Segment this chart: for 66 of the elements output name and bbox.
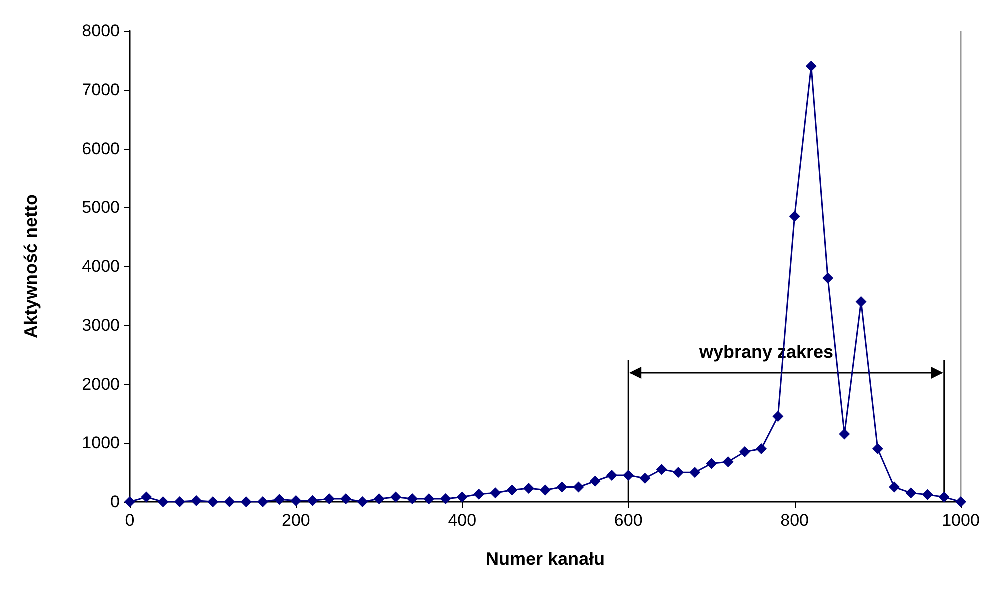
x-tick-label: 1000 — [942, 511, 980, 530]
y-tick-label: 7000 — [82, 80, 120, 100]
point — [906, 488, 917, 499]
point — [789, 210, 800, 222]
point — [706, 458, 718, 470]
point — [506, 484, 518, 496]
y-tick-label: 3000 — [82, 316, 120, 335]
point — [872, 444, 884, 455]
point — [374, 494, 385, 505]
point — [307, 495, 318, 506]
point — [540, 484, 551, 496]
point — [440, 494, 452, 505]
point — [324, 494, 335, 505]
point — [590, 476, 601, 487]
point — [722, 456, 734, 468]
point — [623, 470, 634, 482]
x-axis-title: Numer kanału — [486, 549, 606, 569]
point — [523, 482, 534, 494]
point — [772, 411, 784, 422]
x-tick-label: 200 — [282, 511, 310, 530]
point — [806, 60, 817, 72]
y-tick-label: 1000 — [82, 434, 120, 453]
point — [839, 428, 850, 440]
point — [938, 492, 950, 503]
point — [174, 496, 186, 508]
point — [290, 495, 302, 506]
point — [424, 494, 435, 505]
point — [407, 494, 418, 505]
point — [158, 496, 169, 508]
point — [190, 495, 202, 506]
point — [474, 488, 485, 500]
point — [456, 492, 468, 503]
point — [656, 464, 668, 476]
point — [606, 470, 618, 482]
point — [390, 492, 402, 503]
y-axis-title: Aktywność netto — [21, 194, 41, 339]
y-tick-label: 2000 — [82, 374, 120, 394]
point — [922, 489, 934, 500]
point — [573, 482, 584, 493]
point — [340, 494, 352, 505]
x-tick-label: 0 — [125, 511, 135, 530]
x-tick-label: 600 — [614, 511, 643, 530]
point — [556, 482, 568, 493]
point — [490, 488, 502, 499]
point — [889, 482, 900, 493]
point — [640, 472, 651, 484]
point — [690, 467, 701, 478]
point — [756, 444, 768, 455]
point — [739, 446, 750, 458]
point — [856, 296, 867, 308]
point — [672, 467, 684, 478]
point — [141, 492, 152, 503]
y-tick-label: 4000 — [82, 257, 120, 276]
point — [224, 496, 236, 508]
y-tick-label: 8000 — [82, 22, 120, 40]
point — [208, 496, 219, 508]
point — [257, 496, 268, 508]
point — [357, 496, 368, 508]
y-tick-label: 6000 — [82, 139, 120, 158]
y-tick-label: 5000 — [82, 198, 120, 218]
x-tick-label: 400 — [448, 511, 477, 530]
point — [274, 494, 286, 506]
point — [240, 496, 252, 508]
y-tick-label: 0 — [110, 492, 120, 512]
x-tick-label: 800 — [780, 511, 809, 530]
point — [822, 272, 834, 284]
